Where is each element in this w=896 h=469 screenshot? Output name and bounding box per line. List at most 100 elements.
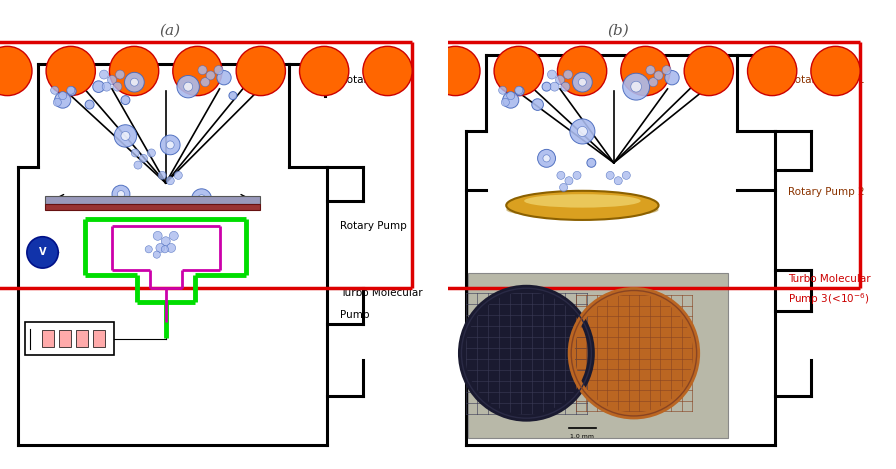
Circle shape bbox=[54, 98, 61, 106]
Circle shape bbox=[115, 125, 137, 147]
Circle shape bbox=[514, 86, 523, 94]
Circle shape bbox=[125, 72, 144, 92]
Circle shape bbox=[573, 72, 592, 92]
Circle shape bbox=[622, 171, 631, 180]
Circle shape bbox=[363, 46, 412, 96]
Circle shape bbox=[161, 237, 170, 246]
Text: V: V bbox=[39, 248, 47, 257]
Circle shape bbox=[55, 92, 71, 108]
Circle shape bbox=[623, 73, 650, 100]
Circle shape bbox=[229, 91, 237, 99]
Circle shape bbox=[153, 251, 160, 258]
Circle shape bbox=[51, 86, 59, 94]
Circle shape bbox=[431, 46, 480, 96]
Text: Rotary Pump: Rotary Pump bbox=[340, 75, 407, 85]
Bar bbox=[41, 330, 54, 348]
Circle shape bbox=[564, 177, 573, 185]
Circle shape bbox=[156, 243, 165, 252]
Circle shape bbox=[538, 150, 556, 167]
Text: Pump 3(<10$^{-6}$): Pump 3(<10$^{-6}$) bbox=[788, 292, 870, 307]
Circle shape bbox=[237, 46, 286, 96]
Text: Turbo Molecular: Turbo Molecular bbox=[340, 288, 423, 298]
Circle shape bbox=[108, 76, 116, 84]
Bar bbox=[25, 322, 115, 356]
Circle shape bbox=[557, 171, 565, 180]
Circle shape bbox=[117, 190, 125, 198]
Circle shape bbox=[646, 66, 655, 75]
Circle shape bbox=[134, 161, 142, 169]
Circle shape bbox=[561, 82, 570, 91]
Circle shape bbox=[367, 46, 417, 96]
Circle shape bbox=[167, 243, 176, 252]
Circle shape bbox=[503, 92, 519, 108]
Circle shape bbox=[606, 171, 615, 180]
Circle shape bbox=[631, 81, 642, 92]
Circle shape bbox=[167, 177, 175, 185]
Circle shape bbox=[747, 46, 797, 96]
Bar bbox=[45, 204, 260, 210]
Circle shape bbox=[93, 81, 104, 92]
Bar bbox=[45, 197, 260, 204]
Circle shape bbox=[121, 131, 130, 140]
Circle shape bbox=[116, 70, 125, 79]
Circle shape bbox=[67, 87, 76, 96]
Circle shape bbox=[811, 46, 860, 96]
Text: Turbo Molecular: Turbo Molecular bbox=[788, 274, 871, 284]
Circle shape bbox=[461, 288, 591, 418]
Circle shape bbox=[665, 70, 679, 85]
Text: Rotary Pump: Rotary Pump bbox=[340, 220, 407, 231]
Circle shape bbox=[550, 82, 559, 91]
Circle shape bbox=[153, 231, 162, 240]
Text: Rotary Pump 1: Rotary Pump 1 bbox=[788, 75, 866, 85]
Circle shape bbox=[145, 246, 152, 253]
Circle shape bbox=[542, 82, 551, 91]
Circle shape bbox=[494, 46, 543, 96]
Circle shape bbox=[160, 135, 180, 155]
Circle shape bbox=[147, 149, 156, 157]
Circle shape bbox=[167, 141, 174, 149]
Circle shape bbox=[557, 46, 607, 96]
Circle shape bbox=[507, 91, 514, 99]
Text: (b): (b) bbox=[607, 24, 629, 38]
Circle shape bbox=[502, 98, 509, 106]
Circle shape bbox=[131, 149, 140, 157]
Circle shape bbox=[564, 70, 573, 79]
Circle shape bbox=[556, 76, 564, 84]
Circle shape bbox=[169, 231, 178, 240]
Circle shape bbox=[515, 87, 524, 96]
Ellipse shape bbox=[506, 202, 659, 218]
Circle shape bbox=[140, 154, 147, 162]
Circle shape bbox=[174, 171, 183, 180]
Circle shape bbox=[201, 78, 210, 87]
Circle shape bbox=[649, 78, 658, 87]
Circle shape bbox=[685, 46, 734, 96]
Circle shape bbox=[59, 91, 67, 99]
Ellipse shape bbox=[506, 191, 659, 220]
Ellipse shape bbox=[524, 194, 641, 208]
Circle shape bbox=[532, 99, 543, 110]
Circle shape bbox=[131, 78, 138, 86]
Circle shape bbox=[615, 177, 623, 185]
Circle shape bbox=[579, 78, 586, 86]
Circle shape bbox=[198, 66, 207, 75]
Circle shape bbox=[99, 70, 108, 79]
Circle shape bbox=[0, 46, 32, 96]
Text: Rotary Pump 2: Rotary Pump 2 bbox=[788, 187, 866, 197]
Circle shape bbox=[161, 246, 168, 253]
Circle shape bbox=[299, 46, 349, 96]
Circle shape bbox=[27, 237, 58, 268]
Circle shape bbox=[109, 46, 159, 96]
Text: 1.0 mm: 1.0 mm bbox=[571, 434, 594, 439]
Circle shape bbox=[206, 71, 215, 80]
Circle shape bbox=[543, 155, 550, 162]
Circle shape bbox=[192, 189, 211, 209]
Circle shape bbox=[112, 185, 130, 203]
Circle shape bbox=[214, 66, 223, 75]
Circle shape bbox=[217, 70, 231, 85]
Bar bbox=[469, 272, 728, 439]
Text: Pump: Pump bbox=[340, 310, 370, 320]
Circle shape bbox=[573, 171, 582, 180]
Bar bbox=[75, 330, 88, 348]
Circle shape bbox=[662, 66, 671, 75]
Circle shape bbox=[121, 96, 130, 105]
